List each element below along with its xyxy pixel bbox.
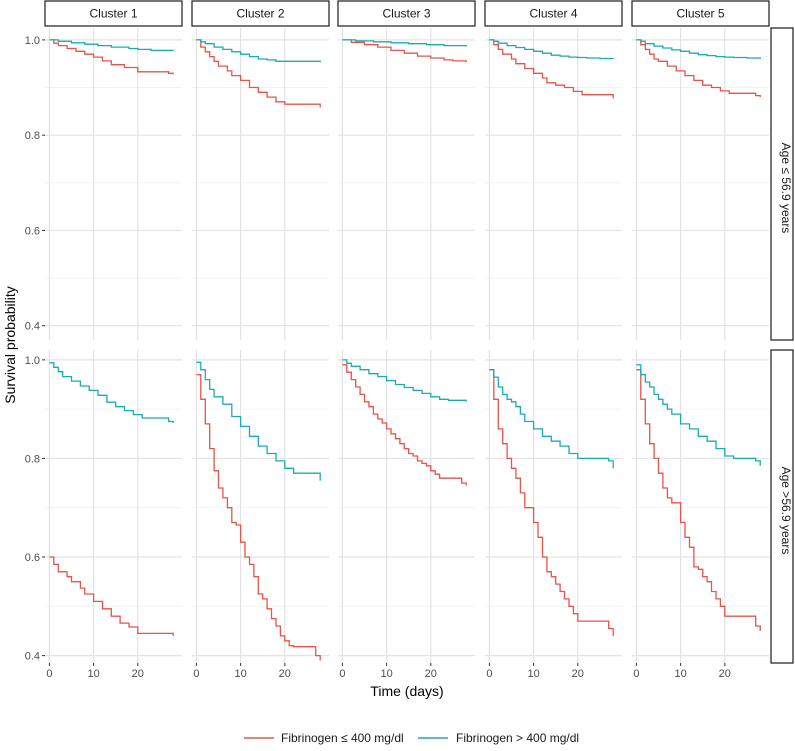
panel-bg-r1-c5 (632, 28, 769, 340)
strip-col-4 (484, 0, 623, 27)
y-tick-label: 1.0 (25, 35, 40, 47)
legend-label-high: Fibrinogen > 400 mg/dl (456, 731, 579, 745)
km-curve-high-r1-c1 (49, 39, 174, 52)
km-curve-high-r1-c3 (342, 39, 467, 47)
x-tick-label: 10 (87, 668, 99, 680)
km-curve-low-r2-c1 (49, 556, 174, 636)
strip-label-col-1: Cluster 1 (89, 7, 137, 21)
km-curve-high-r2-c5 (636, 364, 761, 466)
y-tick-label: 1.0 (25, 355, 40, 367)
km-curve-low-r2-c3 (342, 364, 467, 486)
y-tick-label: 0.8 (25, 130, 40, 142)
x-tick-label: 20 (132, 668, 144, 680)
km-curve-low-r2-c2 (196, 373, 321, 661)
panel-bg-r2-c2 (192, 350, 329, 663)
km-curve-high-r2-c2 (196, 361, 321, 481)
x-tick-label: 10 (234, 668, 246, 680)
legend-label-low: Fibrinogen ≤ 400 mg/dl (281, 731, 404, 745)
panel-bg-r1-c4 (485, 28, 622, 340)
km-curve-low-r1-c3 (342, 39, 467, 63)
strip-col-3 (337, 0, 476, 27)
x-tick-label: 10 (674, 668, 686, 680)
strip-col-1 (44, 0, 183, 27)
panel-bg-r1-c1 (45, 28, 182, 340)
y-tick-label: 0.4 (25, 651, 40, 663)
y-tick-label: 0.8 (25, 453, 40, 465)
y-tick-label: 0.6 (25, 225, 40, 237)
km-curve-low-r2-c5 (636, 369, 761, 631)
strip-label-col-3: Cluster 3 (382, 7, 430, 21)
panel-bg-r2-c4 (485, 350, 622, 663)
strip-label-row-1: Age ≤ 56.9 years (779, 143, 793, 234)
km-curve-high-r1-c4 (489, 39, 614, 60)
km-curve-low-r2-c4 (489, 369, 614, 636)
x-tick-label: 20 (425, 668, 437, 680)
strip-label-col-2: Cluster 2 (236, 7, 284, 21)
x-tick-label: 20 (279, 668, 291, 680)
y-tick-label: 0.4 (25, 321, 40, 333)
x-tick-label: 0 (193, 668, 199, 680)
strip-label-col-4: Cluster 4 (529, 7, 577, 21)
x-tick-label: 0 (486, 668, 492, 680)
km-curve-high-r2-c4 (489, 369, 614, 469)
km-curve-low-r1-c4 (489, 39, 614, 99)
strip-col-2 (191, 0, 330, 27)
km-curve-high-r1-c5 (636, 39, 761, 59)
x-tick-label: 0 (46, 668, 52, 680)
x-tick-label: 10 (527, 668, 539, 680)
strip-row-2 (770, 349, 794, 664)
panel-bg-r1-c2 (192, 28, 329, 340)
strip-label-col-5: Cluster 5 (676, 7, 724, 21)
x-tick-label: 20 (719, 668, 731, 680)
y-tick-label: 0.6 (25, 552, 40, 564)
panel-bg-r2-c3 (338, 350, 475, 663)
x-axis-title: Time (days) (370, 683, 443, 699)
km-curve-low-r1-c5 (636, 39, 761, 98)
km-curve-high-r2-c1 (49, 362, 174, 423)
x-tick-label: 0 (633, 668, 639, 680)
panel-bg-r2-c5 (632, 350, 769, 663)
strip-col-5 (631, 0, 770, 27)
km-curve-high-r2-c3 (342, 359, 467, 402)
km-curve-high-r1-c2 (196, 39, 321, 63)
strip-label-row-2: Age >56.9 years (779, 467, 793, 555)
x-tick-label: 0 (339, 668, 345, 680)
x-tick-label: 20 (572, 668, 584, 680)
y-axis-title: Survival probability (2, 286, 18, 404)
x-tick-label: 10 (380, 668, 392, 680)
strip-row-1 (770, 27, 794, 341)
km-curve-low-r1-c1 (49, 39, 174, 75)
panel-bg-r1-c3 (338, 28, 475, 340)
km-curve-low-r1-c2 (196, 39, 321, 108)
